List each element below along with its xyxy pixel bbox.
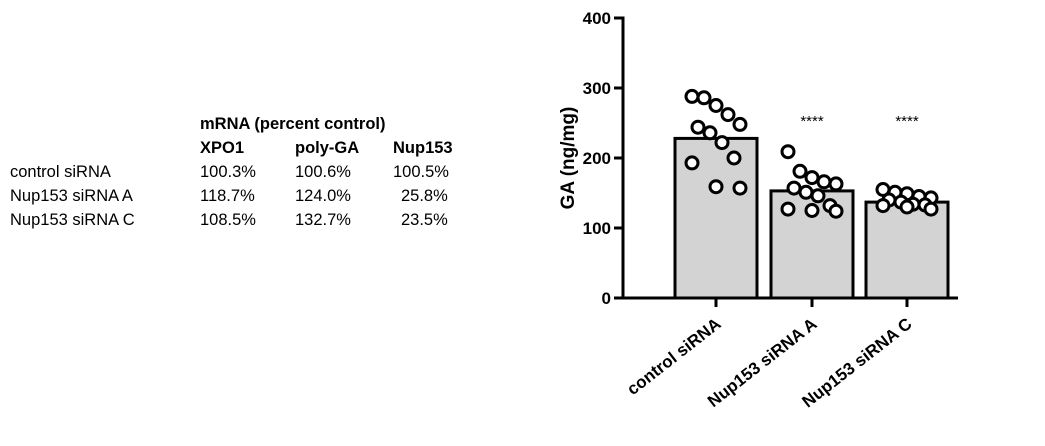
data-point	[792, 163, 808, 179]
cell-nup153: 25.8%	[401, 186, 448, 205]
table-row: Nup153 siRNA C 108.5% 132.7% 23.5%	[10, 208, 483, 232]
header-nup153: Nup153	[393, 138, 453, 157]
data-point	[720, 107, 736, 123]
x-tick-label: control siRNA	[623, 314, 724, 399]
y-tick-label: 400	[583, 9, 611, 28]
cell-nup153: 23.5%	[401, 210, 448, 229]
data-point	[702, 125, 718, 141]
data-point	[726, 150, 742, 166]
header-poly-ga: poly-GA	[295, 138, 360, 157]
data-point	[684, 155, 700, 171]
header-xpo1: XPO1	[200, 138, 245, 157]
data-point	[696, 90, 712, 106]
y-tick-label: 100	[583, 219, 611, 238]
data-point	[798, 184, 814, 200]
cell-nup153: 100.5%	[393, 162, 449, 181]
row-label: Nup153 siRNA C	[10, 210, 135, 229]
table-title: mRNA (percent control)	[200, 114, 386, 133]
mrna-table: mRNA (percent control) XPO1 poly-GA Nup1…	[10, 112, 483, 232]
data-point	[708, 179, 724, 195]
data-point	[786, 180, 802, 196]
data-point	[714, 135, 730, 151]
cell-xpo1: 108.5%	[200, 210, 256, 229]
table-row: Nup153 siRNA A 118.7% 124.0% 25.8%	[10, 184, 483, 208]
data-point	[828, 203, 844, 219]
bar	[864, 200, 950, 300]
data-point	[804, 170, 820, 186]
table-header-row: XPO1 poly-GA Nup153	[10, 136, 483, 160]
cell-xpo1: 118.7%	[200, 186, 255, 205]
data-point	[923, 201, 939, 217]
data-point	[804, 203, 820, 218]
row-label: Nup153 siRNA A	[10, 186, 133, 205]
y-tick-label: 200	[583, 149, 611, 168]
table-row: control siRNA 100.3% 100.6% 100.5%	[10, 160, 483, 184]
cell-poly-ga: 124.0%	[295, 186, 351, 205]
table-title-row: mRNA (percent control)	[10, 112, 483, 136]
data-point	[780, 201, 796, 217]
row-label: control siRNA	[10, 162, 111, 181]
data-point	[875, 198, 891, 214]
data-point	[828, 176, 844, 192]
data-point	[732, 180, 748, 196]
data-point	[780, 144, 796, 160]
cell-poly-ga: 132.7%	[295, 210, 351, 229]
y-tick-label: 0	[602, 289, 611, 308]
data-point	[810, 188, 826, 204]
significance-label: ****	[800, 113, 824, 130]
data-point	[708, 98, 724, 113]
y-tick-label: 300	[583, 79, 611, 98]
cell-poly-ga: 100.6%	[295, 162, 351, 181]
significance-label: ****	[895, 113, 919, 130]
data-point	[899, 199, 915, 215]
cell-xpo1: 100.3%	[200, 162, 256, 181]
data-point	[816, 174, 832, 190]
data-point	[684, 88, 700, 104]
data-point	[732, 116, 748, 132]
y-axis-label: GA (ng/mg)	[558, 107, 579, 210]
data-point	[690, 119, 706, 135]
